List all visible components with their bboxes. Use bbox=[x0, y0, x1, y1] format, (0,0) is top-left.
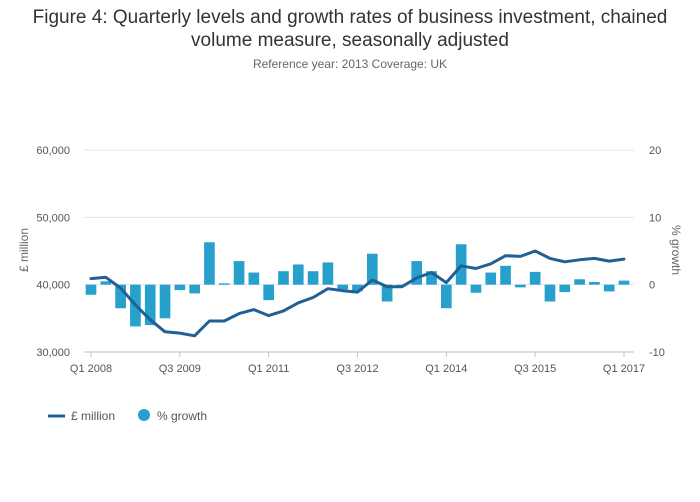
y-axis-left-title: £ million bbox=[17, 228, 31, 272]
growth-bar bbox=[322, 262, 334, 285]
x-tick-label: Q1 2014 bbox=[425, 363, 467, 375]
growth-bar bbox=[292, 264, 304, 285]
legend-bar-swatch bbox=[138, 409, 150, 421]
growth-bar bbox=[204, 242, 215, 285]
x-tick-label: Q1 2011 bbox=[248, 363, 289, 375]
legend-label-growth: % growth bbox=[157, 409, 207, 423]
y-tick-left-label: 50,000 bbox=[36, 212, 70, 224]
growth-bar bbox=[189, 284, 200, 294]
x-tick-label: Q3 2015 bbox=[514, 363, 556, 375]
growth-bar bbox=[115, 284, 126, 309]
grid-lines bbox=[84, 149, 634, 353]
growth-bar bbox=[174, 284, 186, 291]
y-tick-right-label: -10 bbox=[649, 347, 665, 359]
growth-bar bbox=[529, 271, 541, 285]
growth-bar bbox=[515, 284, 526, 288]
growth-bar bbox=[426, 271, 437, 285]
growth-bar bbox=[278, 271, 289, 285]
growth-bar bbox=[485, 272, 497, 285]
x-tick-label: Q1 2008 bbox=[70, 363, 112, 375]
growth-bar bbox=[144, 284, 156, 326]
y-tick-right-label: 10 bbox=[649, 212, 661, 224]
growth-bar bbox=[248, 272, 260, 285]
chart-subtitle: Reference year: 2013 Coverage: UK bbox=[252, 57, 448, 71]
growth-bar bbox=[470, 284, 482, 293]
growth-bar bbox=[159, 284, 171, 319]
growth-bar bbox=[307, 271, 319, 285]
level-line bbox=[89, 249, 626, 338]
y-axis-right-title: % growth bbox=[669, 225, 683, 275]
growth-bar bbox=[441, 284, 452, 309]
growth-bar bbox=[603, 284, 615, 292]
y-tick-left-label: 40,000 bbox=[36, 280, 70, 292]
y-tick-left-label: 30,000 bbox=[36, 347, 70, 359]
y-tick-left-label: 60,000 bbox=[36, 145, 70, 157]
chart-title-line-1: Figure 4: Quarterly levels and growth ra… bbox=[32, 7, 668, 28]
x-tick-label: Q3 2009 bbox=[159, 363, 201, 375]
growth-bar bbox=[589, 281, 600, 285]
y-tick-right-label: 20 bbox=[649, 145, 661, 157]
level-line-layer bbox=[89, 249, 626, 338]
y-tick-right-label: 0 bbox=[649, 280, 655, 292]
growth-bar bbox=[263, 284, 274, 301]
growth-bar bbox=[574, 279, 585, 285]
axes: 60,000 20 50,000 10 40,000 0 30,000 -10 Q1 2008 Q… bbox=[36, 145, 665, 375]
chart-title: Figure 4: Quarterly levels and growth ra… bbox=[0, 6, 700, 52]
growth-bar bbox=[381, 284, 393, 302]
legend: £ million % growth bbox=[48, 409, 207, 423]
chart-title-line-2: volume measure, seasonally adjusted bbox=[191, 30, 509, 51]
growth-bar bbox=[218, 283, 230, 285]
x-tick-label: Q1 2017 bbox=[603, 363, 645, 375]
growth-bar bbox=[618, 280, 630, 285]
legend-label-level: £ million bbox=[71, 409, 115, 423]
growth-bar bbox=[233, 261, 245, 285]
growth-bar bbox=[559, 284, 571, 293]
x-tick-label: Q3 2012 bbox=[336, 363, 378, 375]
growth-bar bbox=[411, 261, 423, 285]
growth-bar bbox=[366, 253, 378, 285]
growth-bar bbox=[500, 265, 511, 285]
growth-bar bbox=[352, 284, 363, 292]
growth-bar bbox=[85, 284, 97, 295]
growth-bar bbox=[337, 284, 349, 290]
growth-bar bbox=[100, 281, 112, 285]
growth-bar bbox=[544, 284, 556, 302]
